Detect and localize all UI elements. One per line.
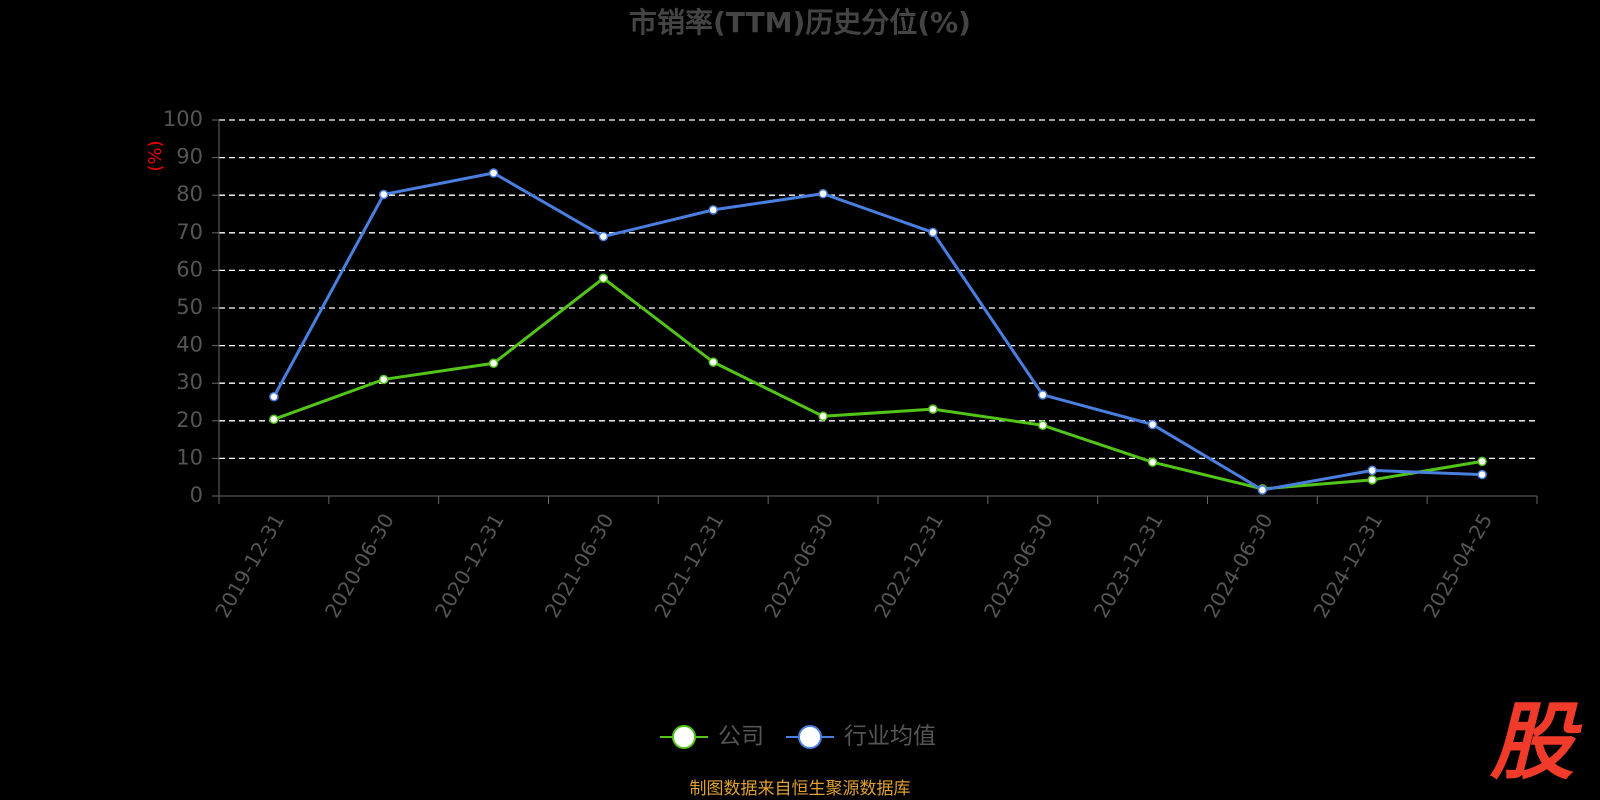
legend-label: 公司 bbox=[718, 724, 764, 750]
data-point bbox=[1367, 465, 1377, 476]
data-point bbox=[818, 411, 828, 422]
y-tick-label: 20 bbox=[176, 408, 203, 432]
data-point bbox=[1038, 390, 1048, 400]
legend-marker bbox=[798, 725, 822, 749]
data-point bbox=[379, 189, 389, 200]
source-note: 制图数据来自恒生聚源数据库 bbox=[690, 779, 911, 799]
data-point bbox=[598, 273, 609, 284]
series-line bbox=[272, 171, 1483, 492]
y-axis-label: (%) bbox=[145, 140, 166, 171]
data-point bbox=[708, 357, 718, 367]
y-tick-label: 40 bbox=[176, 333, 203, 357]
data-point bbox=[269, 391, 279, 402]
y-tick-label: 70 bbox=[176, 220, 203, 244]
data-point bbox=[269, 414, 279, 425]
y-tick-label: 50 bbox=[176, 295, 203, 319]
data-point bbox=[1038, 420, 1048, 431]
data-point bbox=[1147, 419, 1158, 430]
legend-marker bbox=[672, 725, 696, 749]
data-point bbox=[1477, 456, 1487, 467]
legend-label: 行业均值 bbox=[844, 724, 936, 750]
data-point bbox=[1257, 485, 1268, 495]
data-point bbox=[928, 227, 938, 238]
data-point bbox=[598, 231, 609, 242]
data-point bbox=[1147, 457, 1158, 467]
y-tick-label: 80 bbox=[176, 182, 203, 206]
logo: 股 bbox=[1489, 693, 1583, 791]
y-tick-label: 90 bbox=[176, 145, 203, 169]
data-point bbox=[1367, 475, 1377, 485]
data-point bbox=[708, 205, 718, 215]
y-tick-label: 0 bbox=[190, 483, 203, 507]
chart-title: 市销率(TTM)历史分位(%) bbox=[629, 6, 971, 39]
y-tick-label: 100 bbox=[163, 107, 203, 131]
data-point bbox=[488, 358, 499, 369]
data-point bbox=[379, 374, 389, 385]
data-point bbox=[488, 168, 499, 178]
data-point bbox=[928, 404, 938, 414]
data-point bbox=[818, 188, 828, 199]
y-tick-label: 30 bbox=[176, 370, 203, 394]
y-tick-label: 60 bbox=[176, 257, 203, 281]
y-tick-label: 10 bbox=[176, 445, 203, 469]
data-point bbox=[1477, 469, 1487, 480]
